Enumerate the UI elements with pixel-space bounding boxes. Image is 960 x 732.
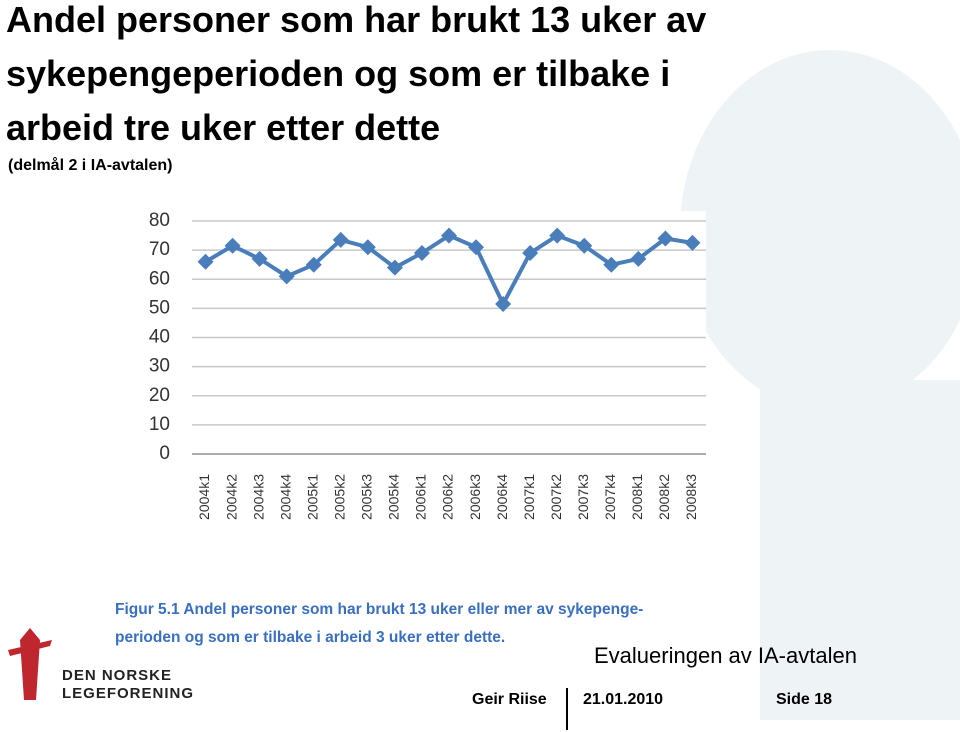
chart: 0 10 20 30 40 50 60 70 80 2004k1 2004k2 2004k3 2004k… — [149, 210, 706, 520]
y-tick-label: 10 — [149, 414, 170, 435]
y-tick-label: 50 — [149, 297, 170, 318]
caption-line: Figur 5.1 Andel personer som har brukt 1… — [115, 601, 643, 618]
x-tick-label: 2005k2 — [331, 474, 347, 520]
title-line: arbeid tre uker etter dette — [6, 107, 440, 148]
point — [468, 239, 485, 256]
logo-text: LEGEFORENING — [62, 685, 194, 702]
y-tick-label: 70 — [149, 239, 170, 260]
x-tick-label: 2005k1 — [304, 474, 320, 520]
caption-line: perioden og som er tilbake i arbeid 3 uk… — [115, 629, 505, 646]
point — [413, 245, 430, 262]
title-line: sykepengeperioden og som er tilbake i — [6, 53, 670, 94]
point — [305, 256, 322, 273]
point — [278, 268, 295, 285]
logo-text: DEN NORSKE — [62, 667, 172, 684]
point — [522, 245, 539, 262]
x-tick-label: 2004k3 — [250, 474, 266, 520]
x-tick-label: 2006k4 — [494, 474, 510, 520]
x-tick-label: 2005k4 — [386, 474, 402, 520]
y-tick-label: 60 — [149, 268, 170, 289]
point — [441, 227, 457, 244]
point — [359, 239, 376, 256]
y-tick-label: 20 — [149, 385, 170, 406]
y-tick-label: 40 — [149, 327, 170, 348]
plot-area — [192, 211, 706, 458]
y-tick-label: 30 — [149, 356, 170, 377]
title-line: Andel personer som har brukt 13 uker av — [6, 0, 706, 40]
x-tick-label: 2007k2 — [548, 474, 564, 520]
x-tick-label: 2008k1 — [629, 474, 645, 520]
logo-icon — [8, 628, 52, 700]
report-name: Evalueringen av IA-avtalen — [594, 643, 857, 668]
point — [224, 237, 241, 254]
point — [630, 250, 647, 267]
x-tick-label: 2005k3 — [359, 474, 375, 520]
point — [386, 259, 403, 276]
author: Geir Riise — [472, 691, 547, 708]
y-tick-label: 80 — [149, 210, 170, 231]
x-tick-label: 2008k2 — [656, 474, 672, 520]
subtitle: (delmål 2 i IA-avtalen) — [8, 156, 173, 174]
x-tick-label: 2007k1 — [521, 474, 537, 520]
x-tick-label: 2007k4 — [602, 474, 618, 520]
point — [332, 231, 349, 248]
point — [251, 250, 268, 267]
date: 21.01.2010 — [583, 691, 663, 708]
x-tick-label: 2008k3 — [683, 474, 699, 520]
point — [657, 230, 674, 247]
x-tick-label: 2006k3 — [467, 474, 483, 520]
x-tick-label: 2007k3 — [575, 474, 591, 520]
point — [549, 227, 566, 244]
point — [603, 256, 620, 273]
point — [576, 237, 593, 254]
point — [197, 253, 214, 270]
y-tick-label: 0 — [159, 443, 170, 464]
page-number: Side 18 — [776, 691, 832, 708]
x-tick-label: 2004k1 — [196, 474, 212, 520]
watermark — [680, 50, 960, 720]
x-tick-label: 2004k2 — [223, 474, 239, 520]
point — [684, 234, 701, 251]
x-tick-label: 2006k1 — [413, 474, 429, 520]
x-tick-label: 2006k2 — [440, 474, 456, 520]
x-tick-label: 2004k4 — [277, 474, 293, 520]
point — [495, 296, 512, 313]
